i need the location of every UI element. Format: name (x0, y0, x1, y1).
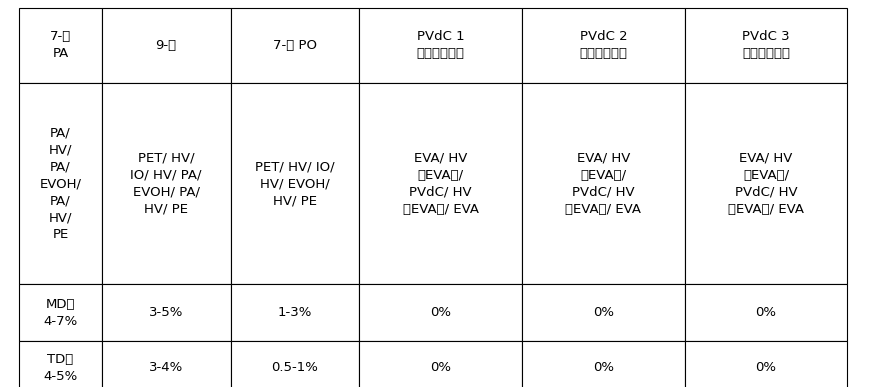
Text: PVdC 1
（辐射交联）: PVdC 1 （辐射交联） (416, 31, 464, 60)
Text: 3-4%: 3-4% (149, 361, 183, 374)
Text: PET/ HV/
IO/ HV/ PA/
EVOH/ PA/
HV/ PE: PET/ HV/ IO/ HV/ PA/ EVOH/ PA/ HV/ PE (130, 152, 202, 216)
Text: EVA/ HV
（EVA）/
PVdC/ HV
（EVA）/ EVA: EVA/ HV （EVA）/ PVdC/ HV （EVA）/ EVA (402, 152, 478, 216)
Text: 0.5-1%: 0.5-1% (271, 361, 318, 374)
Text: 3-5%: 3-5% (149, 306, 183, 319)
Text: MD：
4-7%: MD： 4-7% (43, 298, 77, 327)
Bar (521, 284, 684, 341)
Bar (359, 8, 521, 83)
Text: 7-层 PO: 7-层 PO (273, 39, 316, 52)
Text: 0%: 0% (592, 361, 614, 374)
Text: PVdC 2
（辐射交联）: PVdC 2 （辐射交联） (579, 31, 627, 60)
Text: 0%: 0% (754, 361, 776, 374)
Bar (19, 8, 102, 83)
Text: EVA/ HV
（EVA）/
PVdC/ HV
（EVA）/ EVA: EVA/ HV （EVA）/ PVdC/ HV （EVA）/ EVA (727, 152, 803, 216)
Bar (359, 341, 521, 387)
Bar (359, 284, 521, 341)
Bar (359, 83, 521, 284)
Bar (521, 83, 684, 284)
Text: 0%: 0% (429, 306, 451, 319)
Text: 9-层: 9-层 (156, 39, 176, 52)
Text: PVdC 3
（辐射交联）: PVdC 3 （辐射交联） (741, 31, 789, 60)
Text: TD：
4-5%: TD： 4-5% (43, 353, 77, 383)
Bar (102, 83, 230, 284)
Text: PA/
HV/
PA/
EVOH/
PA/
HV/
PE: PA/ HV/ PA/ EVOH/ PA/ HV/ PE (39, 126, 82, 241)
Bar (230, 341, 359, 387)
Bar (521, 341, 684, 387)
Bar (230, 83, 359, 284)
Bar (684, 83, 846, 284)
Bar (19, 341, 102, 387)
Bar (102, 284, 230, 341)
Text: 1-3%: 1-3% (277, 306, 312, 319)
Text: 0%: 0% (429, 361, 451, 374)
Bar (102, 341, 230, 387)
Bar (230, 8, 359, 83)
Text: PET/ HV/ IO/
HV/ EVOH/
HV/ PE: PET/ HV/ IO/ HV/ EVOH/ HV/ PE (255, 160, 335, 207)
Text: 7-层
PA: 7-层 PA (50, 31, 71, 60)
Bar (684, 8, 846, 83)
Text: 0%: 0% (592, 306, 614, 319)
Bar (19, 83, 102, 284)
Bar (230, 284, 359, 341)
Bar (684, 284, 846, 341)
Bar (521, 8, 684, 83)
Text: 0%: 0% (754, 306, 776, 319)
Bar (684, 341, 846, 387)
Text: EVA/ HV
（EVA）/
PVdC/ HV
（EVA）/ EVA: EVA/ HV （EVA）/ PVdC/ HV （EVA）/ EVA (565, 152, 640, 216)
Bar (19, 284, 102, 341)
Bar (102, 8, 230, 83)
